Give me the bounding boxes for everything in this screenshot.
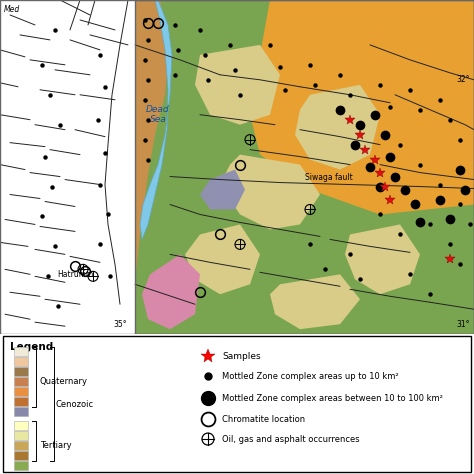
Bar — [14, 387, 28, 396]
Polygon shape — [250, 0, 474, 214]
Bar — [14, 441, 28, 450]
Text: Siwaga fault: Siwaga fault — [305, 173, 353, 182]
Text: Cenozoic: Cenozoic — [56, 400, 94, 409]
Bar — [0, 0, 135, 334]
Bar — [14, 407, 28, 416]
Text: 35°: 35° — [113, 320, 127, 329]
Polygon shape — [220, 155, 320, 229]
Text: Chromatite location: Chromatite location — [222, 415, 305, 424]
Bar — [14, 357, 28, 366]
Text: Mottled Zone complex areas up to 10 km²: Mottled Zone complex areas up to 10 km² — [222, 372, 399, 381]
Text: 32°: 32° — [456, 75, 470, 84]
Text: Med: Med — [4, 5, 20, 14]
Bar — [14, 367, 28, 376]
Text: Mottled Zone complex areas between 10 to 100 km²: Mottled Zone complex areas between 10 to… — [222, 393, 443, 402]
Text: Tertiary: Tertiary — [40, 441, 72, 450]
Bar — [14, 451, 28, 460]
Polygon shape — [270, 274, 360, 329]
Text: Dead
Sea: Dead Sea — [146, 105, 170, 124]
Bar — [14, 421, 28, 430]
Bar — [14, 377, 28, 386]
Text: Oil, gas and asphalt occurrences: Oil, gas and asphalt occurrences — [222, 435, 360, 444]
Polygon shape — [195, 45, 280, 125]
Polygon shape — [345, 225, 420, 294]
Bar — [135, 0, 474, 334]
Bar — [14, 347, 28, 356]
Polygon shape — [135, 0, 170, 284]
Polygon shape — [140, 0, 172, 239]
Polygon shape — [200, 170, 245, 210]
Bar — [14, 431, 28, 440]
Text: Hatrunim: Hatrunim — [57, 270, 93, 279]
Polygon shape — [185, 225, 260, 294]
Text: 31°: 31° — [456, 320, 470, 329]
Text: Samples: Samples — [222, 352, 261, 361]
Text: Quaternary: Quaternary — [40, 377, 88, 386]
Text: Legend: Legend — [10, 342, 53, 352]
Bar — [14, 397, 28, 406]
Polygon shape — [295, 85, 380, 170]
Polygon shape — [142, 255, 200, 329]
Bar — [135, 0, 474, 334]
Bar — [14, 461, 28, 470]
